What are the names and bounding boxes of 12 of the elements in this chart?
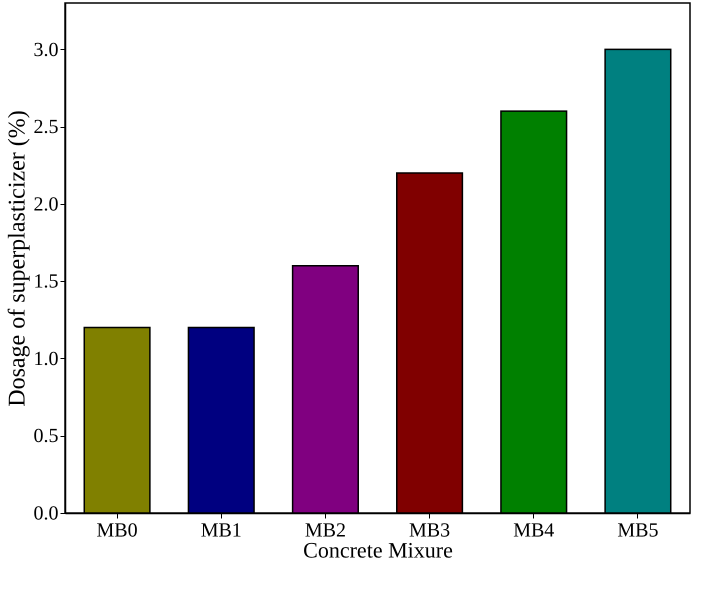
x-tick-label: MB5 xyxy=(617,520,658,542)
x-tick-label: MB1 xyxy=(200,520,242,542)
y-tick-label: 2.0 xyxy=(34,193,58,216)
y-tick-label: 3.0 xyxy=(34,38,58,61)
y-tick-label: 1.5 xyxy=(34,270,58,293)
y-tick-label: 1.0 xyxy=(34,348,58,370)
y-tick-label: 0.5 xyxy=(34,425,58,448)
x-tick-label: MB4 xyxy=(513,520,554,542)
y-tick-label: 2.5 xyxy=(34,116,58,138)
y-tick-label: 0.0 xyxy=(34,502,58,524)
x-tick-label: MB0 xyxy=(96,520,138,542)
y-axis-title: Dosage of superplasticizer (%) xyxy=(4,110,30,407)
